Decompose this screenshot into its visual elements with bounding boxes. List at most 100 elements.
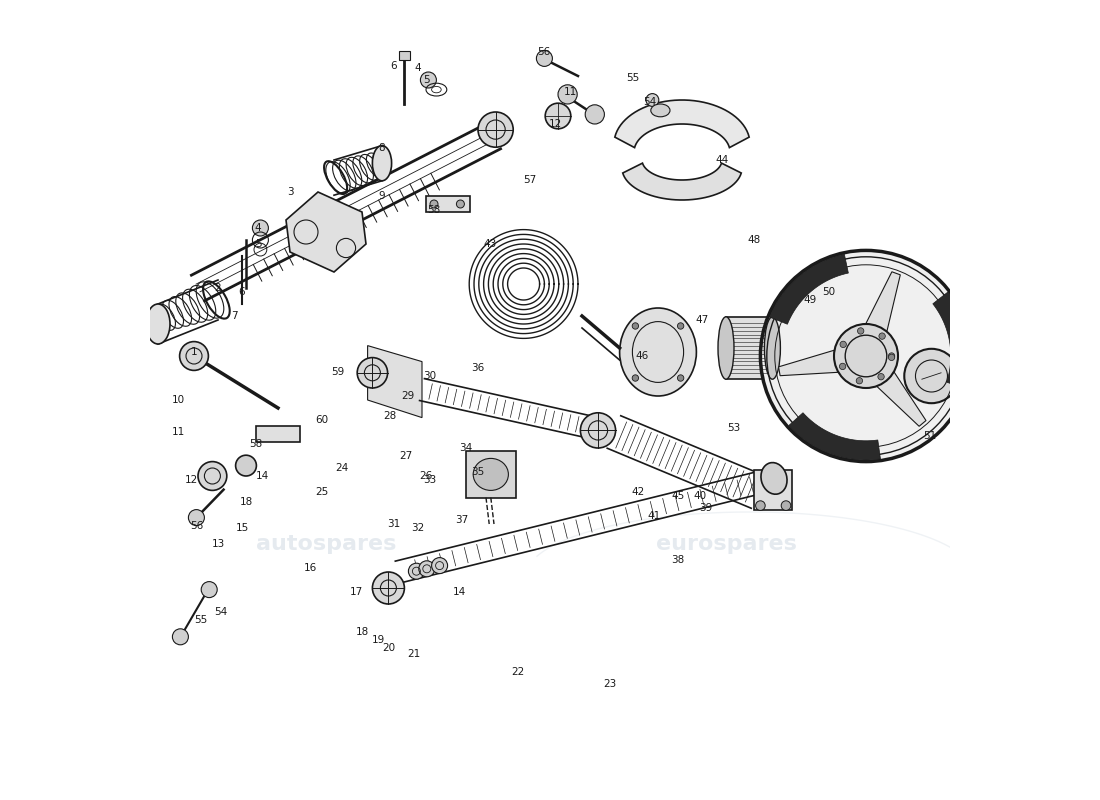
Text: 4: 4 [415,63,421,73]
Polygon shape [367,346,422,418]
Circle shape [834,324,898,388]
Circle shape [889,354,894,361]
Circle shape [632,322,639,329]
Circle shape [878,374,884,380]
Text: 55: 55 [194,615,207,625]
Text: 13: 13 [211,539,224,549]
Text: 46: 46 [636,351,649,361]
Text: 6: 6 [390,61,397,70]
Bar [726,317,772,379]
Text: 37: 37 [455,515,469,525]
Text: 10: 10 [172,395,185,405]
Polygon shape [286,192,366,272]
Bar [399,51,410,60]
Text: 52: 52 [851,451,865,461]
Text: 50: 50 [822,287,835,297]
Text: 14: 14 [255,471,268,481]
Bar [256,426,300,442]
Text: 58: 58 [428,205,441,214]
Circle shape [179,342,208,370]
Text: 12: 12 [549,119,562,129]
Text: 11: 11 [563,87,576,97]
Text: 43: 43 [483,239,496,249]
Text: 14: 14 [453,587,466,597]
Circle shape [188,510,205,526]
Text: 44: 44 [715,155,728,165]
Circle shape [839,363,846,370]
Text: 26: 26 [419,471,432,481]
Text: 17: 17 [350,587,363,597]
Text: 12: 12 [185,475,198,485]
Circle shape [781,501,791,510]
Text: 5: 5 [422,75,429,85]
Text: 28: 28 [384,411,397,421]
Text: autospares: autospares [256,534,396,554]
Text: 15: 15 [235,523,249,533]
Ellipse shape [146,304,170,344]
Circle shape [537,50,552,66]
Ellipse shape [420,72,437,88]
Text: 40: 40 [694,491,707,501]
Circle shape [840,341,846,347]
Circle shape [879,333,886,339]
Ellipse shape [651,104,670,117]
Text: 8: 8 [378,143,385,153]
Circle shape [678,322,684,329]
Text: 6: 6 [239,287,245,297]
Text: 16: 16 [304,563,317,573]
Text: 53: 53 [727,423,740,433]
Text: 51: 51 [923,431,936,441]
Text: 32: 32 [411,523,425,533]
Text: 22: 22 [512,667,525,677]
Ellipse shape [619,308,696,396]
Text: 38: 38 [671,555,684,565]
Ellipse shape [761,462,786,494]
Ellipse shape [235,455,256,476]
Text: 41: 41 [648,511,661,521]
Circle shape [430,200,438,208]
Polygon shape [789,413,880,460]
Text: 2: 2 [214,283,221,293]
Circle shape [632,375,639,382]
Circle shape [456,200,464,208]
Ellipse shape [373,146,392,181]
Polygon shape [877,372,926,426]
Polygon shape [770,254,848,324]
Text: 3: 3 [287,187,294,197]
Text: 18: 18 [240,498,253,507]
Polygon shape [866,272,900,331]
Text: 49: 49 [803,295,816,305]
Text: 39: 39 [700,503,713,513]
Text: 27: 27 [399,451,412,461]
Text: 5: 5 [255,239,262,249]
Ellipse shape [764,317,780,379]
Text: 59: 59 [331,367,344,377]
Text: 45: 45 [671,491,684,501]
Circle shape [889,353,894,359]
Text: 21: 21 [407,650,420,659]
Text: 54: 54 [213,607,227,617]
Circle shape [358,358,387,388]
Circle shape [904,349,959,403]
Circle shape [198,462,227,490]
Bar [754,470,792,510]
Text: 31: 31 [387,519,400,529]
Text: 58: 58 [249,439,262,449]
Circle shape [858,328,864,334]
Ellipse shape [473,458,508,490]
Text: 57: 57 [524,175,537,185]
Circle shape [585,105,604,124]
Text: 1: 1 [190,347,197,357]
Circle shape [581,413,616,448]
Text: 33: 33 [424,475,437,485]
Text: 48: 48 [747,235,760,245]
Circle shape [646,94,659,106]
Text: 24: 24 [336,463,349,473]
Circle shape [201,582,217,598]
Text: 19: 19 [372,635,385,645]
Polygon shape [779,350,838,376]
Polygon shape [623,163,741,200]
Circle shape [558,85,578,104]
Circle shape [760,250,971,462]
Text: 56: 56 [190,522,204,531]
